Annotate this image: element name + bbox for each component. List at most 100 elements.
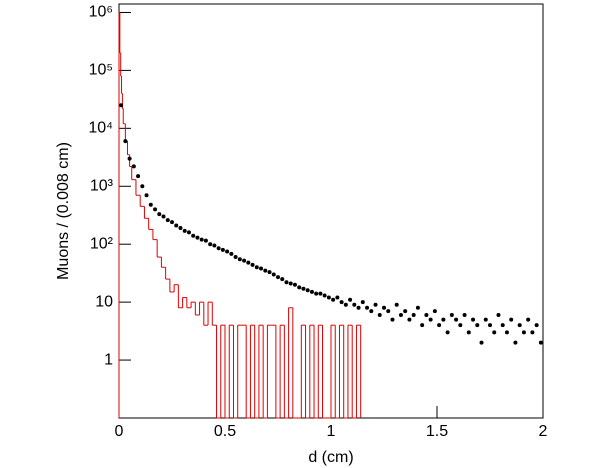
data-point [483,317,488,322]
data-point [352,302,357,307]
data-point [178,226,183,231]
data-point [521,330,526,335]
data-point [530,330,535,335]
y-axis-label: Muons / (0.008 cm) [55,142,72,280]
data-point [377,312,382,317]
data-point [509,317,514,322]
data-point [284,280,289,285]
data-point [382,305,386,310]
data-point [280,277,285,282]
y-tick-label: 10 [95,293,113,310]
data-point [263,268,268,273]
data-point [301,286,306,291]
data-point [326,295,331,300]
data-point [288,281,293,286]
data-point [276,275,280,280]
data-point [517,323,522,328]
y-tick-label: 10³ [90,177,114,194]
data-point [186,230,191,235]
data-point [259,266,264,271]
x-tick-label: 1.5 [426,423,448,440]
data-point [242,258,247,263]
data-point [229,251,234,256]
data-point [250,262,255,267]
data-point [458,323,463,328]
data-point [538,340,543,345]
data-point [360,300,365,305]
data-point [203,238,208,243]
data-point [504,330,509,335]
data-point [369,309,374,314]
data-point [365,305,370,310]
data-point [462,312,467,317]
data-point [195,235,200,240]
data-point [127,156,132,161]
data-point [437,323,442,328]
data-point [466,330,471,335]
data-point [225,249,230,254]
data-point [398,312,403,317]
data-point [331,297,336,302]
data-point [148,202,153,207]
data-point [292,282,297,287]
data-point [407,317,412,322]
data-point [305,288,310,293]
data-point [432,309,437,314]
x-tick-label: 2 [539,423,548,440]
data-point [441,317,446,322]
data-point [144,193,149,198]
data-point [424,312,429,317]
data-point [492,330,497,335]
data-point [335,295,340,300]
data-point [314,291,319,296]
data-point [496,312,501,317]
data-point [170,220,174,225]
data-point [479,340,484,345]
data-point [212,243,217,248]
data-point [488,323,492,328]
x-axis-label: d (cm) [308,449,353,466]
y-tick-label: 10² [90,235,114,252]
data-point [318,291,323,296]
data-point [216,246,221,251]
data-point [182,228,187,233]
data-point [267,270,272,275]
data-point [454,317,459,322]
data-point [233,255,238,260]
data-point [390,317,395,322]
data-point [403,309,408,314]
data-point [297,285,302,290]
data-point [428,317,433,322]
data-point [373,302,378,307]
data-point [420,323,425,328]
data-point [131,164,136,169]
data-point [119,103,124,108]
data-point [449,312,454,317]
data-point [174,223,179,228]
data-point [254,265,259,270]
y-tick-label: 1 [104,351,113,368]
data-point [534,323,539,328]
data-point [513,340,518,345]
data-point [348,297,353,302]
data-point [309,289,314,294]
data-point [500,323,505,328]
data-point [191,233,196,238]
data-point [208,242,213,247]
data-point [157,212,162,217]
data-point [526,317,531,322]
data-point [386,309,391,314]
y-tick-label: 10⁶ [89,4,113,21]
data-point [411,312,416,317]
data-point [322,293,327,298]
data-point [165,218,170,223]
y-tick-label: 10⁵ [89,62,113,79]
data-point [136,174,141,179]
y-tick-label: 10⁴ [88,120,113,137]
data-point [339,300,344,305]
data-point [475,323,480,328]
data-point [123,139,128,144]
data-point [140,184,145,189]
x-tick-label: 1 [327,423,336,440]
